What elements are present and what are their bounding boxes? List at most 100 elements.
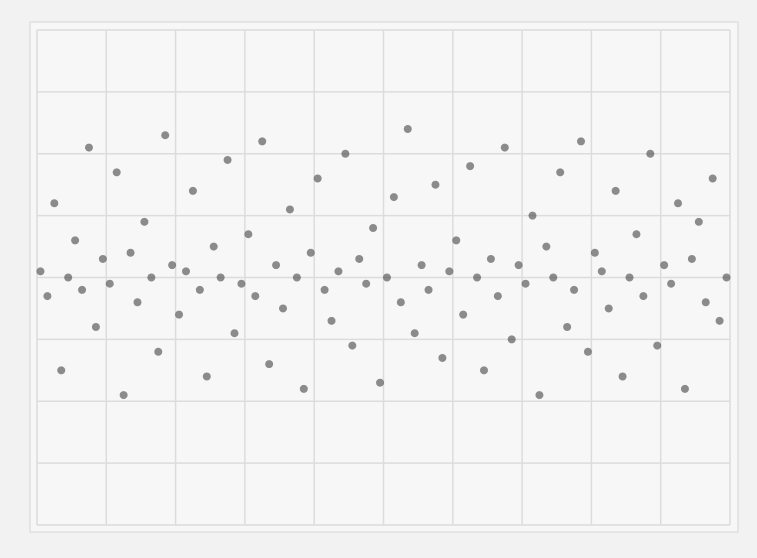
point <box>570 285 579 294</box>
point <box>168 261 177 270</box>
point <box>639 292 648 301</box>
point <box>708 174 717 183</box>
point <box>549 273 558 282</box>
point <box>452 236 461 245</box>
point <box>687 254 696 263</box>
point <box>604 304 613 313</box>
point <box>493 292 502 301</box>
point <box>424 285 433 294</box>
point <box>237 279 246 288</box>
point <box>188 186 197 195</box>
point <box>147 273 156 282</box>
point <box>542 242 551 251</box>
point <box>251 292 260 301</box>
point <box>223 155 232 164</box>
point <box>362 279 371 288</box>
point <box>181 267 190 276</box>
point <box>265 360 274 369</box>
point <box>71 236 80 245</box>
point <box>625 273 634 282</box>
point <box>583 347 592 356</box>
point <box>376 378 385 387</box>
point <box>514 261 523 270</box>
point <box>646 149 655 158</box>
point <box>313 174 322 183</box>
point <box>473 273 482 282</box>
point <box>438 353 447 362</box>
point <box>680 384 689 393</box>
point <box>209 242 218 251</box>
point <box>285 205 294 214</box>
point <box>355 254 364 263</box>
point <box>382 273 391 282</box>
point <box>84 143 93 152</box>
point <box>667 279 676 288</box>
point <box>389 193 398 202</box>
point <box>50 199 59 208</box>
point <box>57 366 66 375</box>
point <box>500 143 509 152</box>
point <box>258 137 267 146</box>
point <box>98 254 107 263</box>
point <box>459 310 468 319</box>
point <box>632 230 641 239</box>
point <box>445 267 454 276</box>
point <box>535 391 544 400</box>
point <box>521 279 530 288</box>
point <box>577 137 586 146</box>
point <box>216 273 225 282</box>
point <box>244 230 253 239</box>
point <box>175 310 184 319</box>
point <box>715 316 724 325</box>
point <box>133 298 142 307</box>
point <box>563 323 572 331</box>
point <box>466 162 475 171</box>
point <box>694 217 703 226</box>
point <box>410 329 419 338</box>
point <box>348 341 357 350</box>
point <box>341 149 350 158</box>
point <box>320 285 329 294</box>
point <box>292 273 301 282</box>
point <box>78 285 87 294</box>
point <box>396 298 405 307</box>
point <box>528 211 537 220</box>
point <box>119 391 128 400</box>
point <box>202 372 211 381</box>
point <box>618 372 627 381</box>
point <box>701 298 710 307</box>
point <box>722 273 731 282</box>
point <box>154 347 163 356</box>
point <box>417 261 426 270</box>
point <box>112 168 121 177</box>
point <box>195 285 204 294</box>
point <box>653 341 662 350</box>
point <box>507 335 516 344</box>
point <box>486 254 495 263</box>
point <box>597 267 606 276</box>
point <box>660 261 669 270</box>
point <box>306 248 315 257</box>
point <box>126 248 135 257</box>
point <box>272 261 281 270</box>
point <box>334 267 343 276</box>
point <box>403 125 412 133</box>
point <box>611 186 620 195</box>
point <box>230 329 239 338</box>
point <box>161 131 170 140</box>
point <box>140 217 149 226</box>
point <box>590 248 599 257</box>
point <box>64 273 73 282</box>
point <box>279 304 288 313</box>
point <box>369 224 378 232</box>
point <box>43 292 52 301</box>
point <box>479 366 488 375</box>
point <box>91 323 100 331</box>
point <box>299 384 308 393</box>
point <box>327 316 336 325</box>
point <box>556 168 565 177</box>
point <box>674 199 683 208</box>
point <box>105 279 114 288</box>
point <box>431 180 440 189</box>
